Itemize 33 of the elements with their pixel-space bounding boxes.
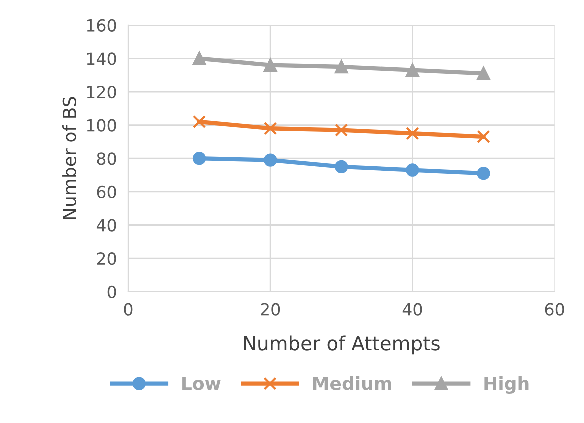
point xyxy=(477,67,490,80)
point xyxy=(406,64,420,77)
point xyxy=(264,122,278,136)
point xyxy=(477,130,490,144)
y-tick-label: 160 xyxy=(87,19,116,32)
point xyxy=(335,124,348,137)
y-tick-label: 120 xyxy=(87,86,116,99)
x-tick-label: 40 xyxy=(402,303,422,316)
legend-label: Low xyxy=(182,377,221,390)
y-tick-label: 80 xyxy=(97,152,116,166)
y-tick-label: 40 xyxy=(96,219,116,232)
point xyxy=(406,164,420,177)
point xyxy=(264,58,278,72)
legend-label: Medium xyxy=(313,376,392,390)
y-tick-label: 20 xyxy=(97,252,116,266)
x-axis-title: Number of Attempts xyxy=(244,336,440,355)
x-tick-label: 60 xyxy=(545,303,564,316)
x-tick-label: 20 xyxy=(261,303,280,316)
y-tick-label: 0 xyxy=(108,286,116,298)
legend-label: High xyxy=(484,376,529,394)
point xyxy=(477,167,490,180)
point xyxy=(406,127,420,140)
y-tick-label: 60 xyxy=(97,186,116,199)
point xyxy=(192,52,206,66)
point xyxy=(335,60,348,74)
point xyxy=(192,152,206,166)
point xyxy=(335,160,348,174)
y-tick-label: 140 xyxy=(87,52,116,66)
point xyxy=(192,115,206,129)
y-tick-label: 100 xyxy=(87,119,116,132)
y-axis-title: Number of BS xyxy=(62,97,77,220)
point xyxy=(264,154,278,167)
x-tick-label: 0 xyxy=(124,303,133,316)
